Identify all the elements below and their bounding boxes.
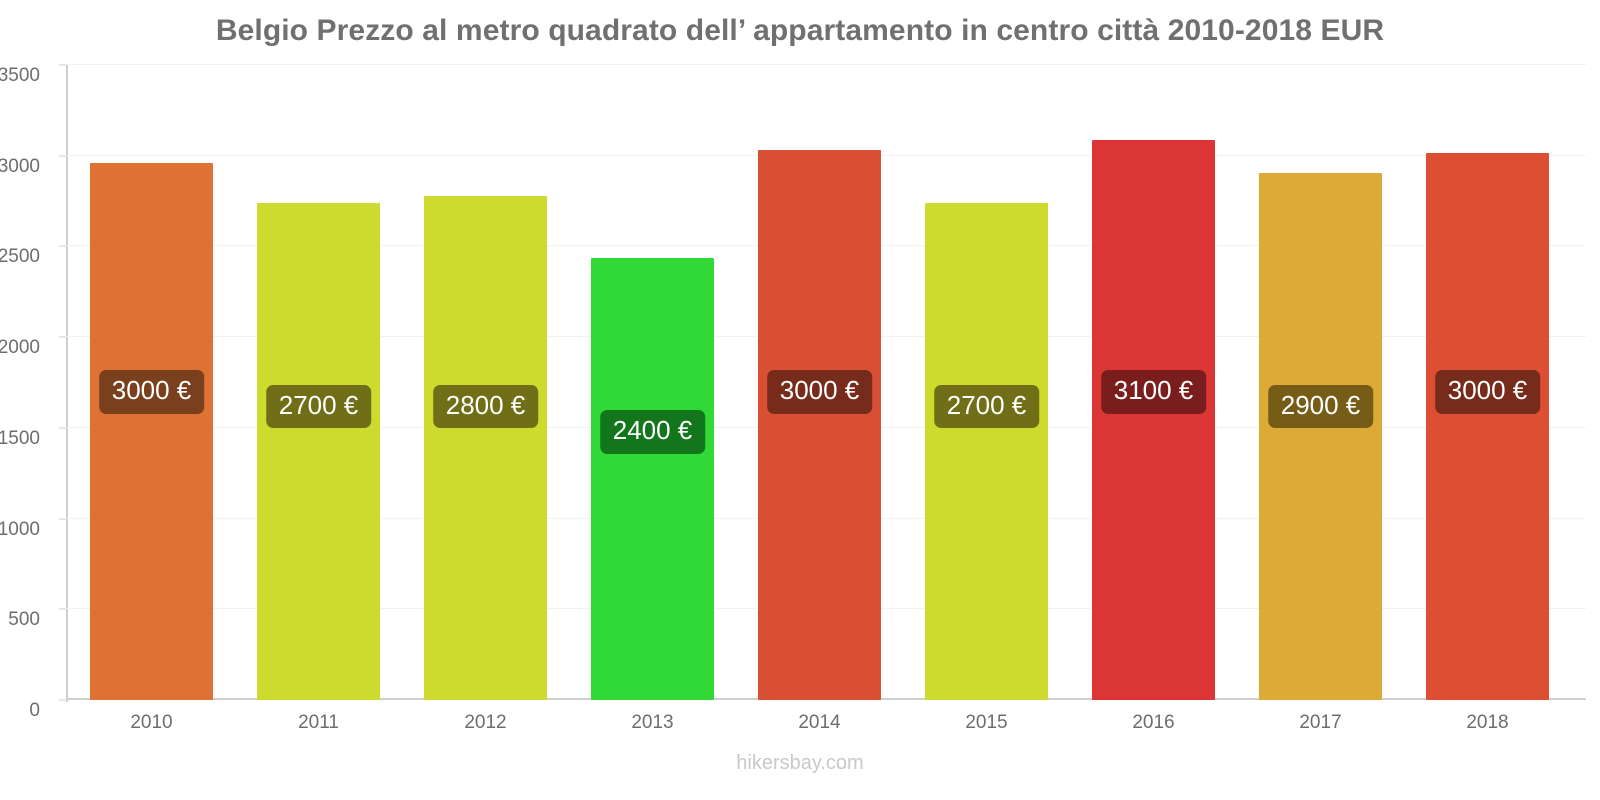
y-axis-tick-mark: [59, 64, 66, 66]
chart-footer-attribution: hikersbay.com: [736, 752, 864, 774]
x-axis-tick-label: 2012: [464, 712, 507, 733]
bar-value-label: 2400 €: [599, 410, 706, 454]
y-axis-tick-mark: [59, 155, 66, 157]
bar-group[interactable]: 2700 €: [257, 65, 380, 700]
bar-value-label: 3000 €: [766, 370, 873, 414]
bar[interactable]: [1259, 172, 1382, 700]
y-axis-tick-mark: [59, 608, 66, 610]
bar-group[interactable]: 2400 €: [591, 65, 714, 700]
bar[interactable]: [424, 195, 547, 700]
gridline: [66, 64, 1586, 65]
bar-value-label: 2800 €: [432, 384, 539, 429]
bar-group[interactable]: 3000 €: [1426, 65, 1549, 700]
bar-group[interactable]: 2900 €: [1259, 65, 1382, 700]
x-axis-tick-label: 2015: [965, 712, 1008, 733]
bar[interactable]: [758, 150, 881, 700]
x-axis-tick-label: 2016: [1132, 712, 1175, 733]
bar-value-label: 2900 €: [1267, 384, 1374, 429]
y-axis-line: [66, 65, 68, 702]
x-axis-tick-label: 2010: [130, 712, 173, 733]
x-axis-tick-label: 2018: [1466, 712, 1509, 733]
y-axis-tick-mark: [59, 427, 66, 429]
bar[interactable]: [925, 202, 1048, 700]
bar[interactable]: [257, 202, 380, 700]
bar[interactable]: [591, 258, 714, 700]
x-axis-tick-label: 2013: [631, 712, 674, 733]
bar-group[interactable]: 2800 €: [424, 65, 547, 700]
bar-value-label: 2700 €: [933, 384, 1040, 429]
y-axis-tick-mark: [59, 245, 66, 247]
x-axis-tick-label: 2014: [798, 712, 841, 733]
chart-title: Belgio Prezzo al metro quadrato dell’ ap…: [215, 14, 1385, 47]
bar-group[interactable]: 3000 €: [758, 65, 881, 700]
y-axis-tick-mark: [59, 518, 66, 520]
plot-area: 0 500 1000 1500 2000 2500 3000 3500 3000 €2700 …: [0, 64, 1586, 721]
bar-value-label: 3100 €: [1100, 370, 1207, 414]
bar-group[interactable]: 3100 €: [1092, 65, 1215, 700]
x-axis-tick-label: 2011: [298, 712, 339, 733]
bar-value-label: 2700 €: [265, 384, 372, 429]
bar[interactable]: [1426, 153, 1549, 700]
y-axis-tick-mark: [59, 336, 66, 338]
bar[interactable]: [1092, 140, 1215, 700]
bar[interactable]: [90, 162, 213, 700]
bar-value-label: 3000 €: [98, 370, 205, 414]
x-axis-tick-label: 2017: [1299, 712, 1342, 733]
bar-value-label: 3000 €: [1434, 370, 1541, 414]
y-axis-tick-mark: [59, 699, 66, 701]
bar-group[interactable]: 2700 €: [925, 65, 1048, 700]
bar-group[interactable]: 3000 €: [90, 65, 213, 700]
